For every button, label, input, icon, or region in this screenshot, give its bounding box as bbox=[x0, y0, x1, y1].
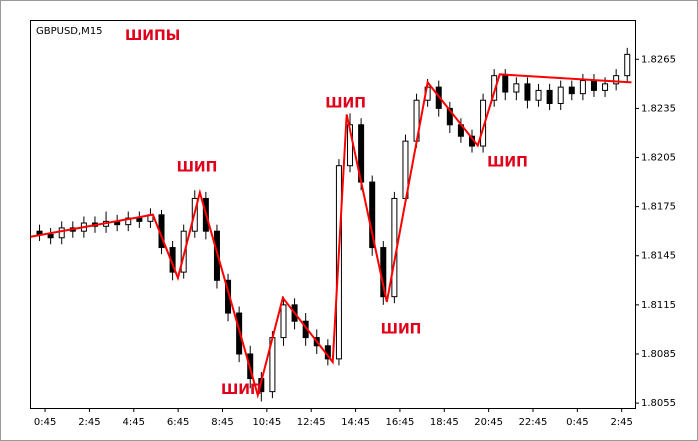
x-tick-label: 2:45 bbox=[610, 417, 632, 428]
candle-body bbox=[369, 181, 376, 249]
candle-body bbox=[58, 227, 65, 239]
annotation: ШИП bbox=[221, 382, 262, 398]
candle-body bbox=[579, 80, 586, 95]
x-tick-label: 0:45 bbox=[34, 417, 56, 428]
x-tick-label: 12:45 bbox=[297, 417, 326, 428]
candle-body bbox=[535, 89, 542, 101]
candle-body bbox=[491, 75, 498, 101]
x-tick-label: 2:45 bbox=[78, 417, 100, 428]
candle-body bbox=[280, 304, 287, 339]
candle-body bbox=[524, 83, 531, 101]
y-tick-label: 1.8145 bbox=[641, 251, 676, 262]
y-tick-label: 1.8175 bbox=[641, 202, 676, 213]
y-tick-label: 1.8265 bbox=[641, 54, 676, 65]
y-tick-label: 1.8205 bbox=[641, 153, 676, 164]
candle-body bbox=[446, 107, 453, 126]
x-tick-label: 18:45 bbox=[430, 417, 459, 428]
y-tick-label: 1.8055 bbox=[641, 398, 676, 409]
y-tick-label: 1.8235 bbox=[641, 103, 676, 114]
candle-body bbox=[602, 83, 609, 91]
x-tick-label: 16:45 bbox=[386, 417, 415, 428]
x-tick-label: 0:45 bbox=[566, 417, 588, 428]
annotation: ШИП bbox=[177, 159, 218, 175]
zigzag-line bbox=[30, 73, 632, 399]
x-tick-label: 6:45 bbox=[167, 417, 189, 428]
candle-body bbox=[546, 89, 553, 104]
candle-body bbox=[613, 75, 620, 85]
candle-body bbox=[557, 86, 564, 104]
x-tick-label: 14:45 bbox=[341, 417, 370, 428]
candle-body bbox=[513, 83, 520, 93]
candle-body bbox=[590, 80, 597, 91]
x-tick-label: 4:45 bbox=[123, 417, 145, 428]
candle-body bbox=[624, 53, 631, 77]
annotation: ШИП bbox=[487, 154, 528, 170]
y-tick-label: 1.8115 bbox=[641, 300, 676, 311]
annotation: ШИП bbox=[381, 321, 422, 337]
chart-subtitle: ШИПЫ bbox=[125, 28, 180, 44]
candle-body bbox=[47, 233, 54, 239]
annotation: ШИП bbox=[325, 95, 366, 111]
candle-body bbox=[568, 86, 575, 95]
x-tick-label: 10:45 bbox=[252, 417, 281, 428]
x-tick-label: 8:45 bbox=[211, 417, 233, 428]
candle-body bbox=[136, 217, 143, 222]
x-tick-label: 22:45 bbox=[519, 417, 548, 428]
candle-body bbox=[502, 75, 509, 93]
chart-title: GBPUSD,M15 bbox=[36, 26, 103, 37]
x-tick-label: 20:45 bbox=[474, 417, 503, 428]
y-tick-label: 1.8085 bbox=[641, 349, 676, 360]
